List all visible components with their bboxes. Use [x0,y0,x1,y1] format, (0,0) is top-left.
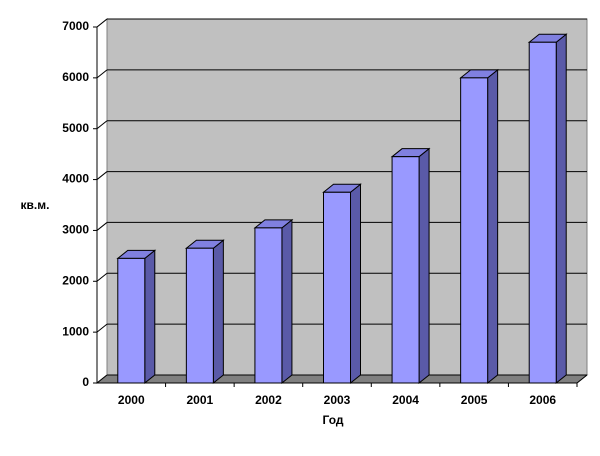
grid-line [96,120,108,130]
bar [185,247,214,384]
bar-side [555,33,567,385]
y-tick-label: 7000 [62,19,89,33]
x-tick-label: 2000 [118,393,145,407]
x-axis-title: Год [323,413,344,427]
x-tick-label: 2001 [187,393,214,407]
x-tick-label: 2006 [529,393,556,407]
x-tick-label: 2002 [255,393,282,407]
bar-side [350,183,361,385]
y-tick-label: 2000 [62,273,89,287]
bar [391,156,420,384]
bar [528,41,557,384]
bar-side [144,249,156,385]
y-axis-title: кв.м. [21,198,50,212]
y-tick-label: 0 [82,375,89,389]
floor-edge [576,374,588,384]
x-tick-label: 2003 [324,393,351,407]
y-tick-label: 5000 [62,121,89,135]
grid-line [96,323,108,333]
bar-side [281,218,293,385]
y-tick-label: 1000 [62,324,89,338]
grid-line [96,171,108,180]
bar [117,257,146,384]
y-tick-label: 3000 [62,223,89,237]
grid-line [96,222,108,231]
grid-line [96,272,108,282]
x-tick-label: 2004 [392,393,419,407]
bar-side [212,239,224,385]
grid-line [96,18,108,28]
grid-line [96,374,108,384]
bar [254,227,283,384]
y-tick-label: 6000 [62,70,89,84]
y-tick-label: 4000 [62,172,89,186]
bar [460,77,489,384]
bar-side [487,68,499,385]
bar [323,191,351,384]
x-tick-label: 2005 [461,393,488,407]
bar-side [418,147,430,385]
grid-line [96,69,108,79]
